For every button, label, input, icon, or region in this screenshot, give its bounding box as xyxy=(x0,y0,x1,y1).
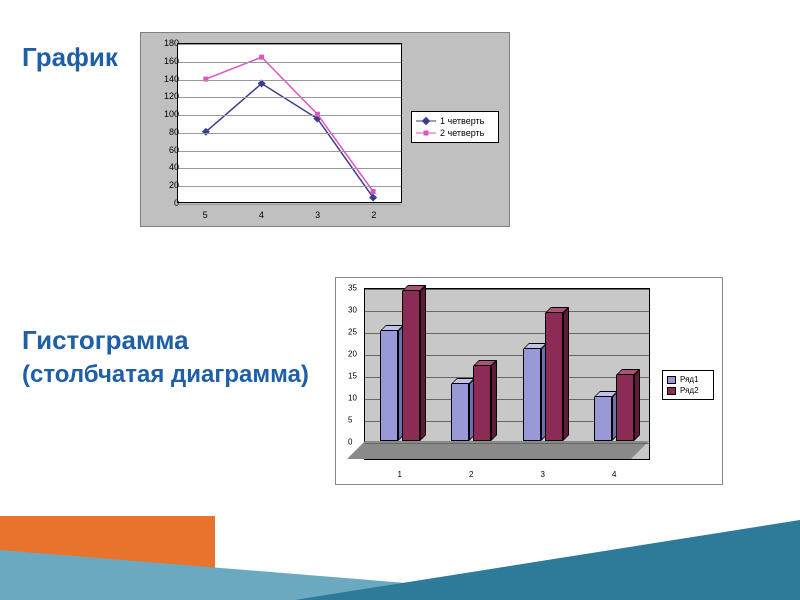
legend-label: Ряд1 xyxy=(680,375,699,384)
x-tick-label: 4 xyxy=(612,470,616,479)
bar-side xyxy=(634,369,640,441)
y-tick-label: 60 xyxy=(169,145,179,155)
bar xyxy=(451,384,469,441)
bar-chart: Ряд1 Ряд2 0 5 10 15 20 25 30 35 1 2 3 4 xyxy=(335,277,723,485)
gridline xyxy=(178,168,401,169)
legend-swatch xyxy=(667,376,676,384)
y-tick-label: 160 xyxy=(164,56,179,66)
bar-front xyxy=(545,313,563,441)
gridline xyxy=(178,133,401,134)
x-tick-label: 2 xyxy=(469,470,473,479)
line-chart-legend: 1 четверть 2 четверть xyxy=(411,111,499,143)
gridline xyxy=(178,97,401,98)
line-plot-area xyxy=(177,43,402,203)
series-line xyxy=(206,84,373,198)
bar xyxy=(473,366,491,441)
line-chart: 1 четверть 2 четверть 0 20 40 60 80 100 120 140 1… xyxy=(140,32,510,227)
legend-row: 2 четверть xyxy=(416,127,494,139)
bar-front xyxy=(451,384,469,441)
legend-label: 1 четверть xyxy=(440,116,484,126)
y-tick-label: 30 xyxy=(348,306,357,315)
legend-swatch xyxy=(667,387,676,395)
bar-front xyxy=(402,291,420,441)
y-tick-label: 5 xyxy=(348,416,352,425)
y-tick-label: 100 xyxy=(164,109,179,119)
bar xyxy=(616,375,634,441)
bar-front xyxy=(523,349,541,441)
bar xyxy=(380,331,398,441)
y-tick-label: 120 xyxy=(164,91,179,101)
footer-decoration xyxy=(0,508,800,600)
legend-label: Ряд2 xyxy=(680,386,699,395)
y-tick-label: 20 xyxy=(169,180,179,190)
y-tick-label: 25 xyxy=(348,328,357,337)
bar-chart-legend: Ряд1 Ряд2 xyxy=(662,370,714,400)
gridline xyxy=(178,44,401,45)
y-tick-label: 15 xyxy=(348,372,357,381)
bar-side xyxy=(491,360,497,441)
line-chart-title: График xyxy=(22,42,118,73)
bar-front xyxy=(380,331,398,441)
bar-front xyxy=(594,397,612,441)
x-tick-label: 4 xyxy=(259,210,264,220)
gridline xyxy=(178,204,401,205)
bar-plot-area xyxy=(364,288,650,460)
bar xyxy=(545,313,563,441)
bar xyxy=(594,397,612,441)
y-tick-label: 40 xyxy=(169,162,179,172)
legend-row: 1 четверть xyxy=(416,115,494,127)
legend-row: Ряд2 xyxy=(667,385,709,396)
bar-chart-subtitle: (столбчатая диаграмма) xyxy=(22,360,309,390)
bar-front xyxy=(616,375,634,441)
legend-row: Ряд1 xyxy=(667,374,709,385)
bar-side xyxy=(563,307,569,441)
series-marker xyxy=(371,189,376,194)
x-tick-label: 5 xyxy=(203,210,208,220)
bar xyxy=(523,349,541,441)
gridline xyxy=(178,151,401,152)
gridline xyxy=(178,80,401,81)
gridline xyxy=(178,62,401,63)
y-tick-label: 140 xyxy=(164,74,179,84)
gridline xyxy=(178,115,401,116)
x-tick-label: 2 xyxy=(371,210,376,220)
y-tick-label: 10 xyxy=(348,394,357,403)
bar-front xyxy=(473,366,491,441)
y-tick-label: 0 xyxy=(174,198,179,208)
x-tick-label: 1 xyxy=(398,470,402,479)
series-marker xyxy=(259,55,264,60)
x-tick-label: 3 xyxy=(541,470,545,479)
gridline xyxy=(178,186,401,187)
legend-label: 2 четверть xyxy=(440,128,484,138)
y-tick-label: 180 xyxy=(164,38,179,48)
bar xyxy=(402,291,420,441)
bar-chart-title: Гистограмма xyxy=(22,325,189,356)
y-tick-label: 35 xyxy=(348,284,357,293)
series-line xyxy=(206,57,373,191)
footer-triangles xyxy=(0,520,800,600)
bar-side xyxy=(420,285,426,441)
y-tick-label: 80 xyxy=(169,127,179,137)
y-tick-label: 20 xyxy=(348,350,357,359)
y-tick-label: 0 xyxy=(348,438,352,447)
x-tick-label: 3 xyxy=(315,210,320,220)
gridline xyxy=(365,443,649,444)
